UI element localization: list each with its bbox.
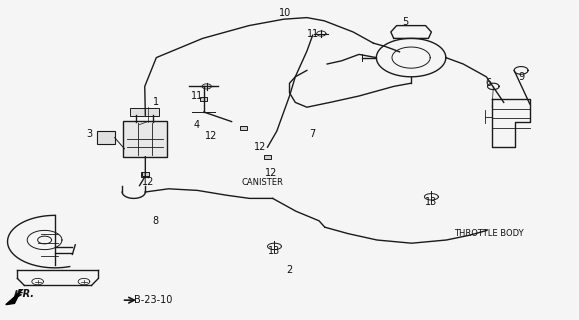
Text: FR.: FR. bbox=[17, 289, 35, 299]
Text: 1: 1 bbox=[153, 97, 159, 108]
FancyBboxPatch shape bbox=[142, 172, 149, 176]
Text: 13: 13 bbox=[268, 246, 281, 256]
Text: CANISTER: CANISTER bbox=[241, 178, 283, 187]
Text: THROTTLE BODY: THROTTLE BODY bbox=[455, 229, 524, 238]
Polygon shape bbox=[6, 292, 20, 305]
Text: 11: 11 bbox=[306, 28, 319, 39]
Text: 12: 12 bbox=[205, 131, 218, 141]
FancyBboxPatch shape bbox=[264, 155, 271, 159]
Text: 12: 12 bbox=[142, 177, 155, 188]
Text: 9: 9 bbox=[518, 72, 524, 82]
FancyBboxPatch shape bbox=[240, 126, 247, 130]
FancyBboxPatch shape bbox=[130, 108, 159, 116]
Text: 8: 8 bbox=[152, 216, 158, 226]
Text: 11: 11 bbox=[190, 91, 203, 101]
FancyBboxPatch shape bbox=[200, 97, 207, 101]
Text: 3: 3 bbox=[87, 129, 93, 140]
FancyBboxPatch shape bbox=[97, 131, 115, 144]
Text: 12: 12 bbox=[254, 142, 267, 152]
Text: 10: 10 bbox=[279, 8, 292, 18]
Text: 4: 4 bbox=[194, 120, 200, 130]
Text: 13: 13 bbox=[424, 196, 437, 207]
FancyBboxPatch shape bbox=[123, 121, 167, 157]
Text: 12: 12 bbox=[265, 168, 277, 178]
Text: 6: 6 bbox=[485, 78, 491, 88]
Text: B-23-10: B-23-10 bbox=[134, 295, 173, 305]
Text: 2: 2 bbox=[287, 265, 292, 276]
FancyBboxPatch shape bbox=[141, 172, 149, 177]
Text: 5: 5 bbox=[402, 17, 408, 28]
Text: 7: 7 bbox=[310, 129, 316, 140]
